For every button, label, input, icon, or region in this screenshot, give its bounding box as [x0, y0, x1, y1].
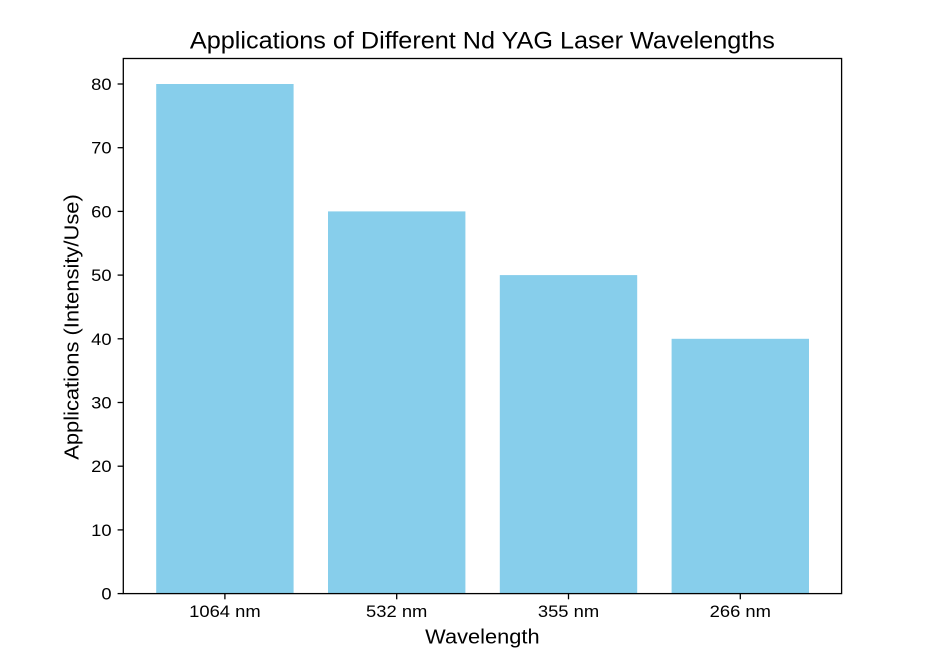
- svg-text:20: 20: [91, 457, 111, 476]
- svg-text:1064 nm: 1064 nm: [189, 602, 261, 621]
- svg-text:Wavelength: Wavelength: [425, 626, 539, 649]
- svg-text:80: 80: [91, 75, 111, 94]
- svg-text:355 nm: 355 nm: [538, 602, 599, 621]
- svg-text:50: 50: [91, 266, 111, 285]
- svg-text:0: 0: [101, 585, 111, 604]
- svg-text:60: 60: [91, 202, 111, 221]
- svg-text:Applications of Different Nd Y: Applications of Different Nd YAG Laser W…: [190, 28, 775, 55]
- svg-text:10: 10: [91, 521, 111, 540]
- svg-text:266 nm: 266 nm: [710, 602, 771, 621]
- svg-text:30: 30: [91, 394, 111, 413]
- svg-text:Applications (Intensity/Use): Applications (Intensity/Use): [61, 194, 84, 460]
- svg-text:532 nm: 532 nm: [366, 602, 427, 621]
- svg-text:70: 70: [91, 139, 111, 158]
- svg-text:40: 40: [91, 330, 111, 349]
